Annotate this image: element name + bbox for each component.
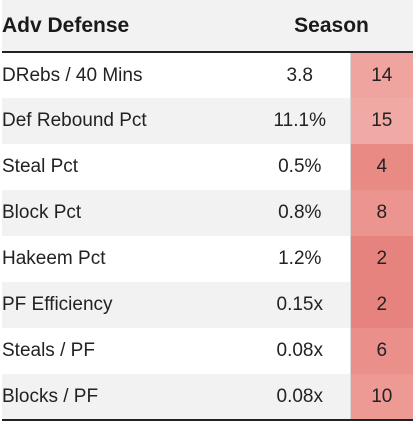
table-title: Adv Defense <box>2 0 250 53</box>
stat-label: Steal Pct <box>2 144 250 190</box>
table-row: Hakeem Pct 1.2% 2 <box>2 236 414 282</box>
table-row: Steals / PF 0.08x 6 <box>2 328 414 374</box>
table-body: DRebs / 40 Mins 3.8 14 Def Rebound Pct 1… <box>2 52 414 421</box>
stat-label: Def Rebound Pct <box>2 98 250 144</box>
stat-rank: 14 <box>350 52 414 98</box>
table-row: Steal Pct 0.5% 4 <box>2 144 414 190</box>
stat-value: 0.15x <box>250 282 351 328</box>
table-row: Def Rebound Pct 11.1% 15 <box>2 98 414 144</box>
stat-value: 0.5% <box>250 144 351 190</box>
table-row: DRebs / 40 Mins 3.8 14 <box>2 52 414 98</box>
table-row: PF Efficiency 0.15x 2 <box>2 282 414 328</box>
stat-label: Block Pct <box>2 190 250 236</box>
stat-value: 11.1% <box>250 98 351 144</box>
stat-label: Steals / PF <box>2 328 250 374</box>
stat-rank: 10 <box>350 374 414 421</box>
stat-value: 3.8 <box>250 52 351 98</box>
table-row: Blocks / PF 0.08x 10 <box>2 374 414 421</box>
stat-value: 0.8% <box>250 190 351 236</box>
season-column-header: Season <box>250 0 414 53</box>
stat-rank: 4 <box>350 144 414 190</box>
stat-rank: 15 <box>350 98 414 144</box>
table-row: Block Pct 0.8% 8 <box>2 190 414 236</box>
stat-rank: 2 <box>350 282 414 328</box>
stat-rank: 2 <box>350 236 414 282</box>
stat-label: DRebs / 40 Mins <box>2 52 250 98</box>
stat-value: 1.2% <box>250 236 351 282</box>
stat-rank: 6 <box>350 328 414 374</box>
stat-label: PF Efficiency <box>2 282 250 328</box>
stat-label: Hakeem Pct <box>2 236 250 282</box>
stat-value: 0.08x <box>250 328 351 374</box>
table-header-row: Adv Defense Season <box>2 0 414 53</box>
stat-value: 0.08x <box>250 374 351 421</box>
stat-label: Blocks / PF <box>2 374 250 421</box>
stat-rank: 8 <box>350 190 414 236</box>
